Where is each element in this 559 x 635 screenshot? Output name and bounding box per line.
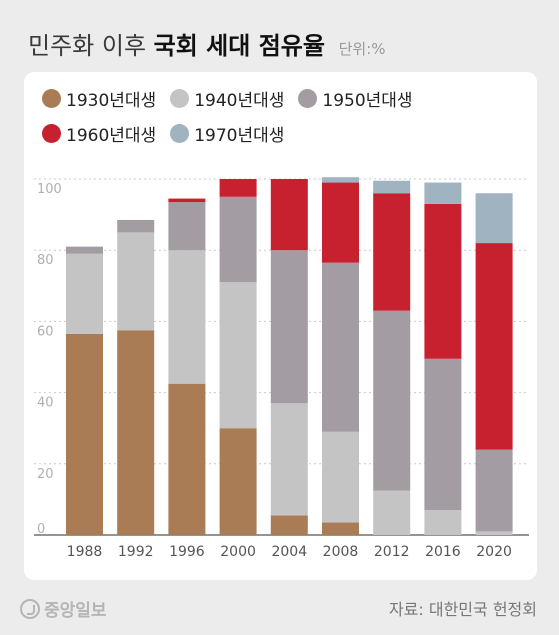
legend-label: 1970년대생 bbox=[194, 126, 285, 146]
x-tick-label: 2012 bbox=[374, 544, 410, 560]
publisher-logo: 중앙일보 bbox=[20, 596, 107, 621]
bar-segment bbox=[66, 253, 103, 334]
bar-segment bbox=[322, 177, 359, 183]
legend-swatch bbox=[42, 89, 61, 108]
bar-segment bbox=[66, 246, 103, 254]
bar-segment bbox=[168, 198, 206, 203]
x-tick-label: 1988 bbox=[67, 544, 103, 560]
bar-segment bbox=[424, 358, 462, 511]
x-tick-label: 1992 bbox=[118, 544, 154, 560]
bar-segment bbox=[117, 219, 155, 233]
bar-segment bbox=[168, 383, 206, 535]
bar-segment bbox=[424, 182, 462, 204]
bar-segment bbox=[373, 490, 411, 535]
bar-segment bbox=[219, 179, 257, 197]
bar-segment bbox=[270, 403, 308, 516]
legend-label: 1940년대생 bbox=[194, 91, 285, 111]
bar-segment bbox=[373, 180, 411, 194]
bar-segment bbox=[424, 510, 462, 535]
bar-segment bbox=[475, 531, 513, 535]
legend-swatch bbox=[170, 124, 190, 143]
bar-segment bbox=[219, 428, 257, 535]
bar-segment bbox=[168, 250, 206, 384]
legend-item: 1930년대생 bbox=[42, 86, 156, 111]
y-tick-label: 60 bbox=[37, 324, 54, 339]
bar-segment bbox=[219, 282, 257, 429]
x-tick-label: 2004 bbox=[271, 544, 307, 560]
bar-segment bbox=[424, 203, 462, 359]
legend: 1930년대생 1940년대생 1950년대생 1960년대생 1970년대생 bbox=[42, 86, 522, 146]
legend-label: 1950년대생 bbox=[322, 91, 413, 111]
bar-segment bbox=[373, 193, 411, 311]
x-tick-label: 2008 bbox=[323, 544, 359, 560]
y-tick-label: 20 bbox=[37, 467, 54, 482]
y-tick-label: 80 bbox=[37, 253, 54, 268]
legend-swatch bbox=[170, 89, 190, 108]
bar-segment bbox=[322, 262, 359, 432]
legend-item: 1940년대생 bbox=[170, 86, 284, 111]
bar-segment bbox=[219, 196, 257, 283]
legend-item: 1950년대생 bbox=[298, 86, 413, 111]
bar-segment bbox=[322, 522, 359, 535]
stacked-bar-chart: 0 20 40 60 80 100 1988 1992 1996 2000 2004 2008 2012… bbox=[34, 177, 529, 560]
bar-segment bbox=[475, 243, 513, 450]
x-tick-label: 2000 bbox=[220, 544, 256, 560]
bar-segment bbox=[168, 202, 206, 251]
x-tick-label: 1996 bbox=[169, 544, 205, 560]
y-tick-label: 0 bbox=[37, 522, 45, 537]
bar-segment bbox=[373, 310, 411, 491]
bar-segment bbox=[270, 250, 308, 404]
bar-segment bbox=[322, 431, 359, 523]
chart-card: 1930년대생 1940년대생 1950년대생 1960년대생 1970년대생 0 20 4… bbox=[24, 72, 537, 580]
bar-segment bbox=[66, 333, 103, 535]
publisher-name: 중앙일보 bbox=[44, 601, 107, 621]
legend-label: 1930년대생 bbox=[66, 91, 157, 111]
x-tick-label: 2020 bbox=[476, 544, 512, 560]
bar-segment bbox=[475, 193, 513, 244]
title-light: 민주화 이후 bbox=[28, 32, 147, 60]
x-tick-label: 2016 bbox=[425, 544, 461, 560]
bar-segment bbox=[117, 232, 155, 331]
legend-item: 1960년대생 bbox=[42, 121, 156, 146]
legend-label: 1960년대생 bbox=[66, 126, 157, 146]
title-bold: 국회 세대 점유율 bbox=[153, 32, 325, 60]
bar-segment bbox=[322, 182, 359, 263]
bar-segment bbox=[270, 179, 308, 251]
bar-segment bbox=[117, 330, 155, 535]
source-note: 자료: 대한민국 헌정회 bbox=[388, 600, 537, 619]
bar-segment bbox=[475, 449, 513, 532]
legend-swatch bbox=[298, 89, 318, 108]
chart-title: 민주화 이후 국회 세대 점유율 단위:% bbox=[28, 26, 386, 61]
bar-segment bbox=[270, 515, 308, 535]
logo-icon bbox=[20, 598, 40, 619]
y-tick-label: 100 bbox=[37, 182, 62, 197]
legend-swatch bbox=[42, 124, 61, 143]
y-tick-label: 40 bbox=[37, 396, 54, 411]
unit-label: 단위:% bbox=[338, 40, 386, 58]
legend-item: 1970년대생 bbox=[170, 121, 284, 146]
